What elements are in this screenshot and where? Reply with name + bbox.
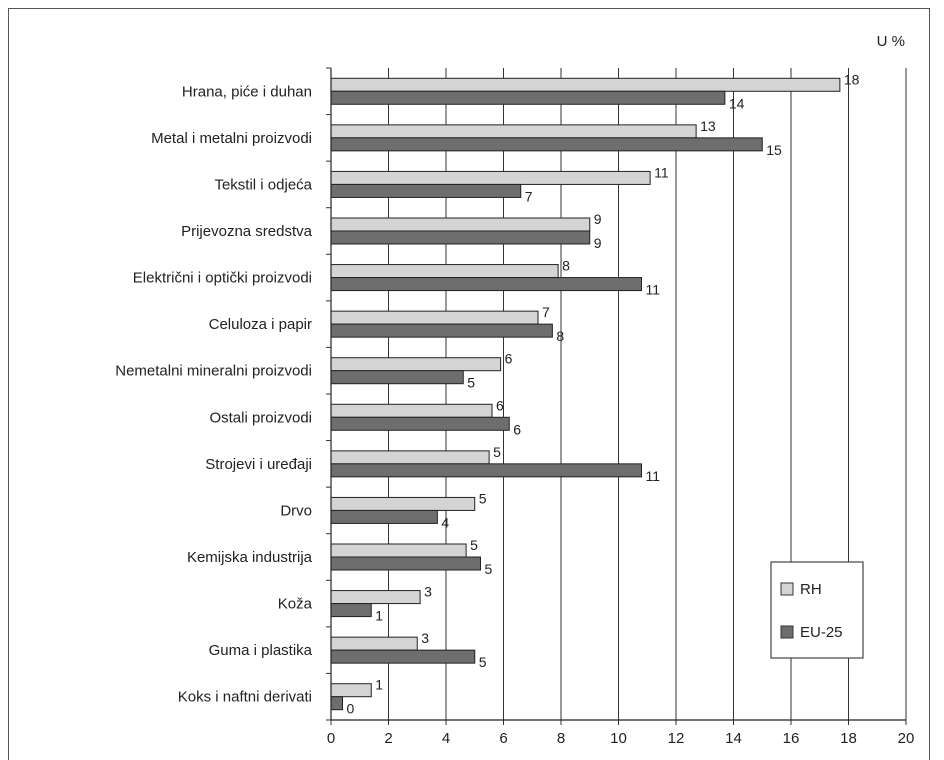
value-label-eu25: 9	[594, 235, 602, 251]
category-label: Drvo	[280, 502, 312, 519]
value-label-rh: 3	[424, 584, 432, 600]
category-label: Guma i plastika	[209, 642, 313, 659]
value-label-eu25: 11	[646, 468, 661, 484]
bar-eu25	[330, 463, 642, 478]
value-label-rh: 5	[479, 490, 487, 506]
value-label-eu25: 5	[485, 561, 493, 577]
value-label-eu25: 6	[513, 421, 521, 437]
bar-eu25	[330, 509, 438, 524]
bar-rh	[330, 217, 591, 232]
x-tick-label: 12	[668, 730, 685, 747]
bar-eu25	[330, 416, 510, 431]
category-label: Celuloza i papir	[209, 316, 312, 333]
category-label: Kemijska industrija	[187, 549, 313, 566]
value-label-rh: 1	[375, 677, 383, 693]
value-label-eu25: 15	[766, 142, 782, 158]
bar-eu25	[330, 183, 522, 198]
bar-eu25	[330, 603, 372, 618]
legend-swatch-eu25	[780, 625, 794, 639]
bar-eu25	[330, 696, 343, 711]
bar-eu25	[330, 556, 481, 571]
bar-rh	[330, 590, 421, 605]
x-tick-label: 10	[610, 730, 627, 747]
value-label-rh: 11	[654, 164, 669, 180]
category-label: Koks i naftni derivati	[178, 689, 312, 706]
value-label-rh: 5	[493, 444, 501, 460]
category-label: Tekstil i odjeća	[214, 176, 312, 193]
value-label-rh: 6	[505, 351, 513, 367]
bar-eu25	[330, 90, 726, 105]
bar-eu25	[330, 277, 642, 292]
bar-rh	[330, 636, 418, 651]
value-label-eu25: 4	[441, 514, 449, 530]
category-label: Električni i optički proizvodi	[133, 270, 312, 287]
x-tick-label: 16	[783, 730, 800, 747]
value-label-eu25: 0	[347, 701, 355, 717]
legend: RH EU-25	[770, 561, 864, 659]
value-label-eu25: 1	[375, 608, 383, 624]
value-label-rh: 3	[421, 630, 429, 646]
value-label-eu25: 8	[556, 328, 564, 344]
value-label-eu25: 14	[729, 95, 745, 111]
bar-rh	[330, 264, 559, 279]
unit-label: U %	[877, 33, 905, 50]
legend-box	[770, 561, 864, 659]
bar-rh	[330, 683, 372, 698]
bar-rh	[330, 543, 467, 558]
legend-label-eu25: EU-25	[800, 624, 843, 641]
bars-group	[330, 77, 841, 711]
bar-rh	[330, 357, 502, 372]
bar-eu25	[330, 323, 553, 338]
x-tick-label: 4	[442, 730, 450, 747]
x-tick-label: 14	[725, 730, 742, 747]
category-label: Prijevozna sredstva	[181, 223, 313, 240]
x-tick-label: 18	[840, 730, 857, 747]
bar-rh	[330, 170, 651, 185]
value-label-eu25: 11	[646, 282, 661, 298]
category-label: Koža	[278, 596, 313, 613]
category-label: Strojevi i uređaji	[205, 456, 312, 473]
x-tick-label: 0	[327, 730, 335, 747]
value-label-rh: 5	[470, 537, 478, 553]
value-label-rh: 13	[700, 118, 716, 134]
x-tick-label: 2	[384, 730, 392, 747]
legend-label-rh: RH	[800, 581, 822, 598]
category-label: Hrana, piće i duhan	[182, 83, 312, 100]
value-label-rh: 18	[844, 71, 860, 87]
bar-rh	[330, 496, 476, 511]
bar-eu25	[330, 137, 763, 152]
x-tick-label: 20	[898, 730, 915, 747]
bar-rh	[330, 310, 539, 325]
bar-eu25	[330, 230, 591, 245]
category-label: Ostali proizvodi	[209, 409, 312, 426]
value-label-rh: 7	[542, 304, 550, 320]
bar-rh	[330, 450, 490, 465]
axes-group	[326, 67, 907, 725]
value-label-rh: 9	[594, 211, 602, 227]
value-label-rh: 6	[496, 397, 504, 413]
legend-swatch-rh	[780, 582, 794, 596]
value-label-eu25: 5	[467, 375, 475, 391]
bar-rh	[330, 403, 493, 418]
bar-rh	[330, 124, 697, 139]
category-label: Metal i metalni proizvodi	[151, 130, 312, 147]
value-label-eu25: 5	[479, 654, 487, 670]
x-tick-label: 8	[557, 730, 565, 747]
bar-rh	[330, 77, 841, 92]
category-label: Nemetalni mineralni proizvodi	[115, 363, 312, 380]
value-label-eu25: 7	[525, 188, 533, 204]
bar-eu25	[330, 370, 464, 385]
value-label-rh: 8	[562, 258, 570, 274]
x-tick-label: 6	[499, 730, 507, 747]
bar-eu25	[330, 649, 476, 664]
